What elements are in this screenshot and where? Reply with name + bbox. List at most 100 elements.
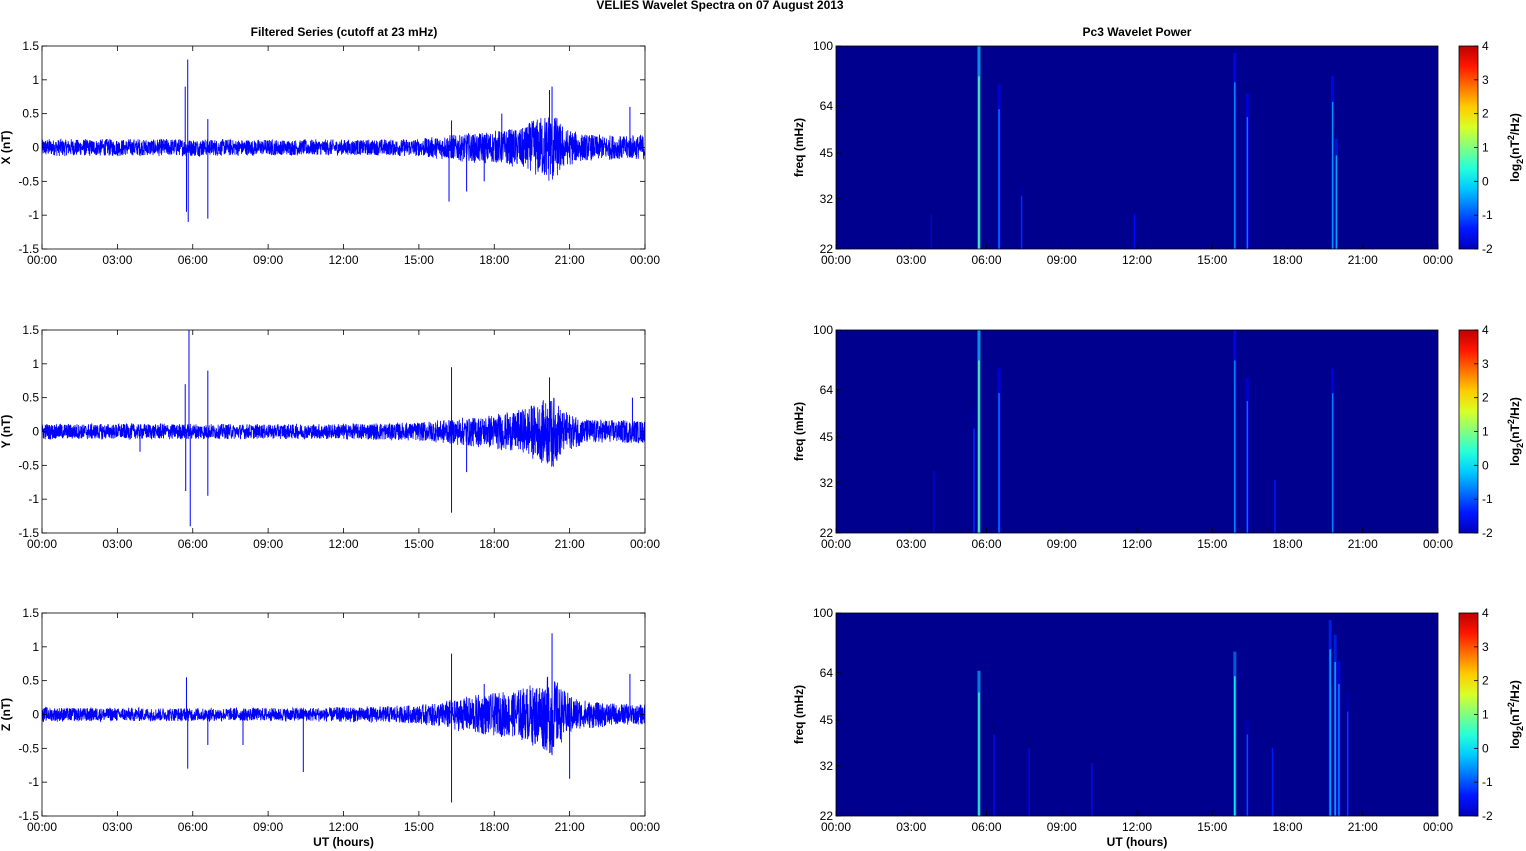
- x-tick-label: 21:00: [555, 820, 585, 834]
- y-tick-label: 22: [820, 242, 834, 256]
- x-tick-label: 06:00: [971, 253, 1001, 267]
- colorbar-tick-label: 3: [1482, 357, 1489, 371]
- timeseries-panel-y: 1.510.50-0.5-1-1.500:00 03:00 06:00 09:00 12…: [0, 323, 660, 551]
- y-tick-label: 64: [820, 99, 834, 113]
- x-tick-label: 09:00: [1047, 253, 1077, 267]
- y-tick-label: -1.5: [18, 242, 39, 256]
- burst-core-5: [1234, 82, 1236, 250]
- y-tick-label: -1.5: [18, 526, 39, 540]
- x-tick-label: 15:00: [1197, 820, 1227, 834]
- x-tick-label: 09:00: [1047, 537, 1077, 551]
- y-tick-label: 1: [32, 640, 39, 654]
- colorbar-label: log2(nT2/Hz): [1506, 680, 1525, 749]
- colorbar-label: log2(nT2/Hz): [1506, 397, 1525, 466]
- colorbar-tick-label: 1: [1482, 708, 1489, 722]
- burst-core-3: [930, 213, 933, 249]
- x-tick-label: 00:00: [630, 253, 660, 267]
- y-axis-label: freq (mHz): [792, 685, 806, 744]
- x-tick-label: 06:00: [971, 820, 1001, 834]
- colorbar-tick-label: -2: [1482, 242, 1493, 256]
- colorbar-tick-label: 3: [1482, 73, 1489, 87]
- x-tick-label: 03:00: [896, 537, 926, 551]
- x-tick-label: 12:00: [328, 820, 358, 834]
- x-tick-label: 09:00: [253, 253, 283, 267]
- burst-core-4: [1133, 213, 1136, 249]
- figure-title: VELIES Wavelet Spectra on 07 August 2013: [596, 0, 844, 12]
- x-tick-label: 15:00: [404, 537, 434, 551]
- y-tick-label: 1: [32, 73, 39, 87]
- y-axis-label: Z (nT): [0, 698, 13, 731]
- y-tick-label: 64: [820, 666, 834, 680]
- x-tick-label: 06:00: [971, 537, 1001, 551]
- x-tick-label: 03:00: [102, 253, 132, 267]
- colorbar-tick-label: 1: [1482, 425, 1489, 439]
- y-tick-label: 0.5: [22, 391, 39, 405]
- x-tick-label: 15:00: [404, 253, 434, 267]
- x-tick-label: 12:00: [1122, 537, 1152, 551]
- x-tick-label: 18:00: [479, 537, 509, 551]
- y-tick-label: 45: [820, 713, 834, 727]
- x-axis-label: UT (hours): [1107, 835, 1168, 849]
- colorbar-tick-label: -1: [1482, 208, 1493, 222]
- x-tick-label: 03:00: [102, 537, 132, 551]
- burst-core-4: [1234, 676, 1236, 816]
- x-axis-label: UT (hours): [313, 835, 374, 849]
- y-tick-label: -1: [28, 492, 39, 506]
- x-tick-label: 09:00: [1047, 820, 1077, 834]
- y-tick-label: 45: [820, 146, 834, 160]
- y-tick-label: 1.5: [22, 323, 39, 337]
- y-axis-label: freq (mHz): [792, 118, 806, 177]
- burst-core-6: [1331, 393, 1334, 533]
- y-tick-label: 64: [820, 383, 834, 397]
- burst-core-0: [978, 76, 980, 249]
- x-tick-label: 00:00: [821, 253, 851, 267]
- y-tick-label: -1: [28, 208, 39, 222]
- y-tick-label: 32: [820, 759, 834, 773]
- burst-core-3: [1091, 763, 1093, 816]
- y-tick-label: 22: [820, 526, 834, 540]
- colorbar-tick-label: 0: [1482, 458, 1489, 472]
- x-tick-label: 00:00: [630, 820, 660, 834]
- left-column-title: Filtered Series (cutoff at 23 mHz): [251, 25, 438, 39]
- y-tick-label: 0: [32, 425, 39, 439]
- spectrogram-background: [836, 330, 1438, 533]
- burst-core-8: [1334, 661, 1336, 816]
- colorbar-tick-label: 4: [1482, 39, 1489, 53]
- y-axis-label: freq (mHz): [792, 402, 806, 461]
- x-tick-label: 18:00: [1272, 253, 1302, 267]
- x-tick-label: 00:00: [27, 253, 57, 267]
- x-tick-label: 18:00: [1272, 820, 1302, 834]
- y-axis-label: Y (nT): [0, 415, 13, 449]
- x-tick-label: 00:00: [821, 820, 851, 834]
- burst-core-5: [1246, 734, 1249, 816]
- x-tick-label: 15:00: [1197, 537, 1227, 551]
- x-tick-label: 06:00: [178, 820, 208, 834]
- colorbar-tick-label: 0: [1482, 741, 1489, 755]
- y-tick-label: -0.5: [18, 741, 39, 755]
- colorbar-tick-label: 0: [1482, 174, 1489, 188]
- x-tick-label: 09:00: [253, 820, 283, 834]
- burst-core-0: [978, 360, 980, 533]
- x-tick-label: 15:00: [1197, 253, 1227, 267]
- burst-core-7: [973, 428, 975, 533]
- burst-core-1: [998, 393, 1000, 533]
- x-tick-label: 18:00: [1272, 537, 1302, 551]
- x-tick-label: 21:00: [1348, 253, 1378, 267]
- burst-core-1: [993, 734, 995, 816]
- burst-core-2: [1028, 747, 1030, 816]
- timeseries-panel-x: 1.510.50-0.5-1-1.500:00 03:00 06:00 09:00 12…: [0, 39, 660, 267]
- spectrogram-background: [836, 46, 1438, 249]
- y-tick-label: 100: [813, 606, 833, 620]
- colorbar-tick-label: 3: [1482, 640, 1489, 654]
- x-tick-label: 18:00: [479, 820, 509, 834]
- colorbar-tick-label: 4: [1482, 323, 1489, 337]
- timeseries-panel-z: 1.510.50-0.5-1-1.500:00 03:00 06:00 09:00 12…: [0, 606, 660, 849]
- series-line-z: [42, 676, 645, 754]
- y-tick-label: 0: [32, 141, 39, 155]
- colorbar-tick-label: -1: [1482, 492, 1493, 506]
- x-tick-label: 09:00: [253, 537, 283, 551]
- colorbar-tick-label: 2: [1482, 674, 1489, 688]
- series-line-y: [42, 397, 645, 467]
